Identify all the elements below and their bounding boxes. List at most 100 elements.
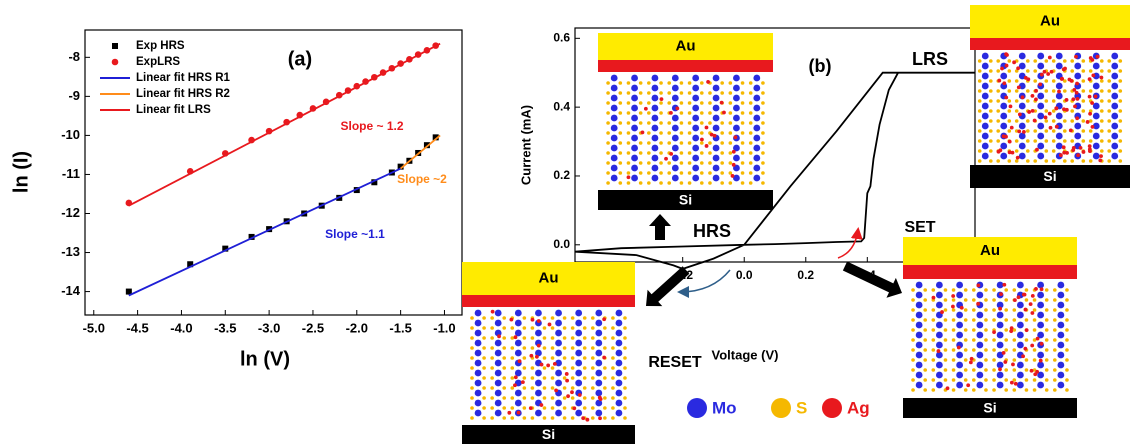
- atom-mo: [713, 155, 720, 162]
- atom-s: [591, 346, 595, 350]
- atom-ag: [602, 356, 606, 360]
- atom-mo: [616, 410, 623, 417]
- atom-mo: [956, 352, 963, 359]
- atom-s: [659, 101, 663, 105]
- atom-s: [729, 151, 733, 155]
- atom-s: [1063, 159, 1067, 163]
- device-diagram: AuSi: [598, 33, 773, 210]
- atom-s: [482, 356, 486, 360]
- atom-s: [1100, 139, 1104, 143]
- atom-s: [1008, 119, 1012, 123]
- atom-s: [1025, 298, 1029, 302]
- atom-mo: [1019, 103, 1026, 110]
- atom-s: [490, 406, 494, 410]
- atom-ag: [1017, 129, 1021, 133]
- atom-s: [482, 366, 486, 370]
- atom-mo: [1037, 292, 1044, 299]
- atom-mo: [1017, 382, 1024, 389]
- atom-s: [1025, 338, 1029, 342]
- atom-mo: [1019, 123, 1026, 130]
- atom-s: [700, 131, 704, 135]
- atom-mo: [535, 390, 542, 397]
- atom-s: [761, 91, 765, 95]
- atom-ag: [976, 283, 980, 287]
- atom-mo: [1074, 123, 1081, 130]
- atom-ag: [1036, 337, 1040, 341]
- atom-ag: [1082, 150, 1086, 154]
- atom-s: [470, 346, 474, 350]
- atom-s: [978, 69, 982, 73]
- atom-s: [996, 109, 1000, 113]
- atom-s: [1013, 358, 1017, 362]
- atom-s: [1065, 328, 1069, 332]
- atom-ag: [720, 101, 724, 105]
- atom-mo: [956, 362, 963, 369]
- atom-s: [623, 366, 627, 370]
- atom-s: [551, 316, 555, 320]
- atom-s: [1015, 119, 1019, 123]
- atom-s: [972, 368, 976, 372]
- atom-s: [972, 288, 976, 292]
- atom-s: [551, 346, 555, 350]
- atom-ag: [1004, 135, 1008, 139]
- atom-mo: [1037, 133, 1044, 140]
- atom-mo: [672, 155, 679, 162]
- atom-s: [1004, 348, 1008, 352]
- atom-s: [531, 396, 535, 400]
- interface-layer: [462, 295, 635, 307]
- atom-s: [603, 326, 607, 330]
- atom-s: [583, 366, 587, 370]
- atom-s: [1026, 59, 1030, 63]
- atom-s: [720, 91, 724, 95]
- atom-s: [749, 81, 753, 85]
- atom-s: [1033, 139, 1037, 143]
- atom-mo: [692, 175, 699, 182]
- atom-s: [543, 356, 547, 360]
- atom-s: [583, 316, 587, 320]
- atom-ag: [1063, 67, 1067, 71]
- atom-s: [932, 388, 936, 392]
- atom-mo: [1057, 332, 1064, 339]
- atom-s: [1025, 318, 1029, 322]
- atom-s: [623, 336, 627, 340]
- atom-s: [571, 326, 575, 330]
- atom-s: [978, 59, 982, 63]
- atom-mo: [1019, 153, 1026, 160]
- atom-s: [510, 356, 514, 360]
- atom-s: [482, 326, 486, 330]
- atom-mo: [713, 85, 720, 92]
- atom-s: [1063, 59, 1067, 63]
- atom-mo: [1017, 332, 1024, 339]
- atom-s: [531, 326, 535, 330]
- atom-s: [490, 366, 494, 370]
- atom-s: [978, 119, 982, 123]
- atom-mo: [611, 135, 618, 142]
- atom-s: [543, 416, 547, 420]
- atom-s: [761, 171, 765, 175]
- atom-s: [688, 181, 692, 185]
- atom-mo: [672, 125, 679, 132]
- atom-ag: [578, 393, 582, 397]
- atom-mo: [1093, 83, 1100, 90]
- atom-s: [531, 336, 535, 340]
- atom-s: [1119, 79, 1123, 83]
- atom-mo: [1037, 282, 1044, 289]
- atom-mo: [611, 95, 618, 102]
- atom-s: [729, 161, 733, 165]
- atom-mo: [616, 320, 623, 327]
- atom-mo: [616, 400, 623, 407]
- atom-s: [1063, 89, 1067, 93]
- atom-mo: [575, 330, 582, 337]
- atom-mo: [936, 322, 943, 329]
- atom-legend-label: Mo: [712, 398, 737, 417]
- atom-s: [571, 366, 575, 370]
- atom-mo: [753, 85, 760, 92]
- atom-s: [978, 89, 982, 93]
- atom-ag: [535, 355, 539, 359]
- atom-s: [531, 346, 535, 350]
- atom-s: [1045, 129, 1049, 133]
- atom-s: [591, 326, 595, 330]
- atom-s: [1013, 388, 1017, 392]
- atom-s: [523, 416, 527, 420]
- atom-s: [923, 338, 927, 342]
